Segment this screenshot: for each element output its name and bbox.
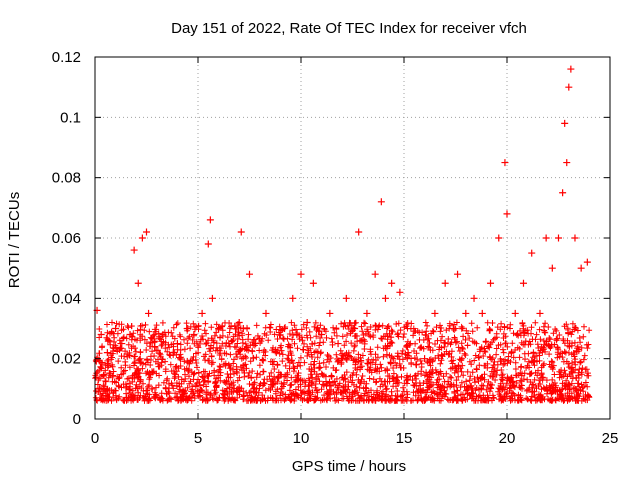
data-point [151,343,159,351]
data-point [561,119,569,127]
data-point [449,325,457,332]
y-tick-label: 0.02 [52,351,81,368]
data-point [303,318,311,326]
data-point [169,349,177,357]
data-point [559,189,567,197]
data-point [246,270,253,278]
dense-point-cloud [92,319,593,404]
x-tick-label: 5 [194,430,202,447]
data-point [542,234,550,242]
data-point [262,309,270,317]
data-point [396,288,404,296]
data-point [567,65,575,73]
data-point [577,264,585,272]
data-point [487,279,495,287]
x-tick-label: 0 [91,430,99,447]
data-point [239,325,247,332]
data-point [355,228,363,236]
data-point [138,234,146,242]
data-point [159,331,167,339]
data-point [470,294,478,302]
data-point [235,318,243,326]
data-point [381,294,389,302]
x-tick-label: 10 [293,430,310,447]
x-axis-label: GPS time / hours [292,458,406,475]
data-point [143,228,150,236]
data-point [528,249,536,257]
data-point [495,234,503,242]
y-tick-label: 0 [73,411,81,428]
data-point [421,355,429,363]
data-point [103,349,111,357]
data-point [252,340,260,348]
data-point [237,228,245,236]
data-point [565,83,573,91]
data-point [536,309,544,317]
data-point [184,325,192,332]
data-point [563,159,571,167]
data-points [92,65,593,404]
data-point [112,325,120,332]
grid-lines [95,57,610,419]
data-point [309,279,317,287]
data-point [334,340,342,348]
data-point [272,349,280,357]
data-point [289,294,297,302]
data-point [326,309,334,317]
data-point [198,309,206,317]
data-point [363,309,371,317]
x-tick-label: 15 [396,430,413,447]
data-point [548,264,556,272]
y-tick-label: 0.1 [60,109,81,126]
data-point [145,309,153,317]
data-point [441,279,449,287]
x-tick-label: 20 [499,430,516,447]
data-point [583,258,591,266]
data-point [97,331,105,339]
data-point [208,294,216,302]
data-point [511,309,519,317]
data-point [173,340,181,348]
data-point [118,340,126,348]
data-point [134,279,142,287]
data-point [377,198,385,206]
data-point [204,240,212,248]
data-point [126,331,134,339]
x-tick-label: 25 [602,430,619,447]
data-point [555,234,562,242]
data-point [130,246,138,254]
data-point [503,210,511,218]
data-point [478,309,486,317]
y-tick-label: 0.04 [52,290,81,307]
data-point [297,270,305,278]
data-point [318,331,326,339]
data-point [206,216,214,224]
data-point [225,340,233,348]
chart-title: Day 151 of 2022, Rate Of TEC Index for r… [171,20,527,37]
data-point [281,325,289,332]
data-point [404,349,412,357]
data-point [501,159,509,167]
data-point [351,325,359,332]
data-point [431,309,439,317]
y-tick-label: 0.12 [52,49,81,66]
axis-ticks [94,56,611,420]
data-point [454,270,462,278]
data-point [571,234,579,242]
data-point [190,331,198,339]
data-point [519,279,527,287]
y-tick-label: 0.08 [52,170,81,187]
data-point [215,325,223,332]
data-point [412,361,420,369]
y-tick-label: 0.06 [52,230,81,247]
data-point [293,331,301,339]
data-point [462,309,470,317]
data-point [371,270,379,278]
tick-labels: 0 5 10 15 20 25 0 0.02 0.04 0.06 0.08 0.1 0.12 [52,49,619,447]
y-axis-label: ROTI / TECUs [6,192,23,288]
data-point [388,279,396,287]
data-point [342,294,350,302]
